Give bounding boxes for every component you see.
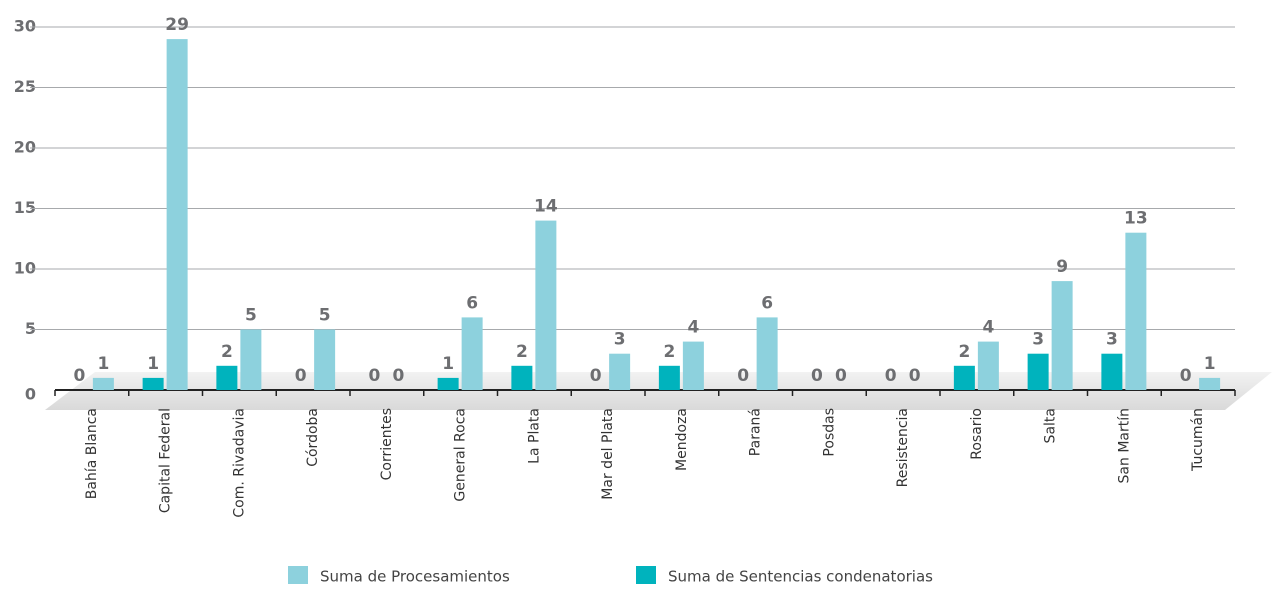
bar (977, 341, 999, 390)
value-label: 13 (1124, 209, 1148, 229)
x-tick-label: Córdoba (305, 408, 321, 467)
y-tick-label: 15 (14, 198, 36, 217)
x-tick-label: La Plata (526, 408, 542, 464)
x-tick-label: Mendoza (674, 408, 690, 471)
value-label: 0 (295, 366, 307, 386)
value-label: 1 (97, 354, 109, 374)
y-tick-label: 30 (14, 17, 36, 36)
x-tick-label: General Roca (453, 408, 469, 502)
bar (1027, 353, 1049, 390)
value-label: 1 (147, 354, 159, 374)
value-label: 5 (245, 306, 257, 326)
x-tick-label: San Martín (1116, 408, 1132, 483)
legend-swatch (288, 566, 308, 584)
value-label: 2 (958, 342, 970, 362)
value-label: 2 (516, 342, 528, 362)
legend-label: Suma de Procesamientos (320, 568, 510, 586)
value-label: 9 (1056, 257, 1068, 277)
value-label: 0 (737, 366, 749, 386)
value-label: 3 (614, 330, 626, 350)
x-tick-label: Posdas (821, 408, 837, 457)
value-label: 0 (811, 366, 823, 386)
bar (437, 377, 459, 390)
value-label: 0 (1180, 366, 1192, 386)
value-label: 0 (392, 366, 404, 386)
bar (1199, 377, 1221, 390)
bar (92, 377, 114, 390)
value-label: 4 (982, 318, 994, 338)
bar (609, 353, 631, 390)
value-label: 6 (466, 293, 478, 313)
value-label: 0 (835, 366, 847, 386)
value-label: 2 (221, 342, 233, 362)
y-tick-label: 5 (25, 319, 36, 338)
bar (511, 365, 533, 390)
value-label: 1 (442, 354, 454, 374)
bar (240, 329, 262, 390)
bar (1125, 232, 1147, 390)
bar (1051, 281, 1073, 390)
x-tick-label: Tucumán (1190, 408, 1206, 472)
value-label: 14 (534, 197, 558, 217)
x-tick-label: Rosario (969, 408, 985, 460)
value-label: 29 (165, 15, 189, 35)
x-tick-label: Com. Rivadavia (231, 408, 247, 518)
value-label: 6 (761, 293, 773, 313)
bar (953, 365, 975, 390)
value-label: 2 (663, 342, 675, 362)
value-label: 1 (1204, 354, 1216, 374)
bar (166, 39, 188, 390)
bar (756, 317, 778, 390)
legend-label: Suma de Sentencias condenatorias (668, 568, 933, 586)
value-label: 3 (1106, 330, 1118, 350)
x-tick-label: Paraná (748, 408, 764, 456)
bar (314, 329, 336, 390)
x-tick-label: Mar del Plata (600, 408, 616, 500)
value-label: 0 (885, 366, 897, 386)
x-tick-label: Salta (1043, 408, 1059, 443)
legend-swatch (636, 566, 656, 584)
bar (682, 341, 704, 390)
value-label: 0 (590, 366, 602, 386)
x-tick-label: Corrientes (379, 408, 395, 480)
x-tick-label: Capital Federal (158, 408, 174, 513)
bar (216, 365, 238, 390)
x-tick-label: Resistencia (895, 408, 911, 487)
value-label: 5 (319, 306, 331, 326)
y-tick-label: 10 (14, 259, 36, 278)
y-tick-label: 0 (25, 385, 36, 404)
x-tick-label: Bahía Blanca (84, 408, 100, 499)
value-label: 0 (73, 366, 85, 386)
y-tick-label: 25 (14, 77, 36, 96)
bar (461, 317, 483, 390)
value-label: 0 (909, 366, 921, 386)
bar (535, 220, 557, 390)
bar (1101, 353, 1123, 390)
bar (658, 365, 680, 390)
y-tick-label: 20 (14, 138, 36, 157)
bar (142, 377, 164, 390)
value-label: 3 (1032, 330, 1044, 350)
value-label: 0 (368, 366, 380, 386)
value-label: 4 (687, 318, 699, 338)
